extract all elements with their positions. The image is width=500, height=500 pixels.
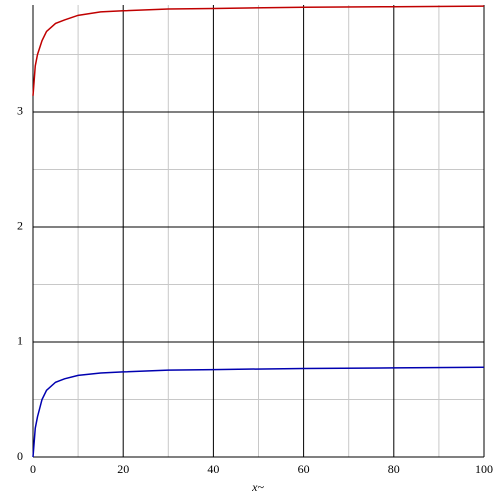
- x-tick-label: 20: [117, 462, 129, 476]
- x-tick-label: 80: [388, 462, 400, 476]
- x-tick-label: 60: [298, 462, 310, 476]
- y-tick-label: 1: [17, 334, 23, 348]
- y-tick-label: 2: [17, 219, 23, 233]
- line-series: [32, 366, 485, 458]
- x-tick-label: 0: [30, 462, 36, 476]
- x-axis-label: x~: [251, 480, 264, 494]
- y-tick-label: 0: [17, 449, 23, 463]
- x-tick-label: 40: [207, 462, 219, 476]
- y-tick-label: 3: [17, 104, 23, 118]
- x-tick-label: 100: [475, 462, 493, 476]
- line-series: [32, 5, 485, 96]
